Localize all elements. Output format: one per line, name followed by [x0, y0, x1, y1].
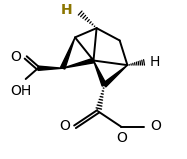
Polygon shape: [63, 58, 94, 68]
Text: O: O: [150, 119, 161, 133]
Text: O: O: [10, 50, 21, 64]
Polygon shape: [103, 65, 127, 87]
Polygon shape: [38, 66, 63, 70]
Text: O: O: [116, 131, 127, 145]
Text: O: O: [59, 119, 70, 133]
Text: H: H: [150, 55, 160, 69]
Polygon shape: [94, 61, 106, 86]
Polygon shape: [61, 37, 75, 69]
Text: H: H: [60, 3, 72, 17]
Text: OH: OH: [10, 84, 32, 98]
